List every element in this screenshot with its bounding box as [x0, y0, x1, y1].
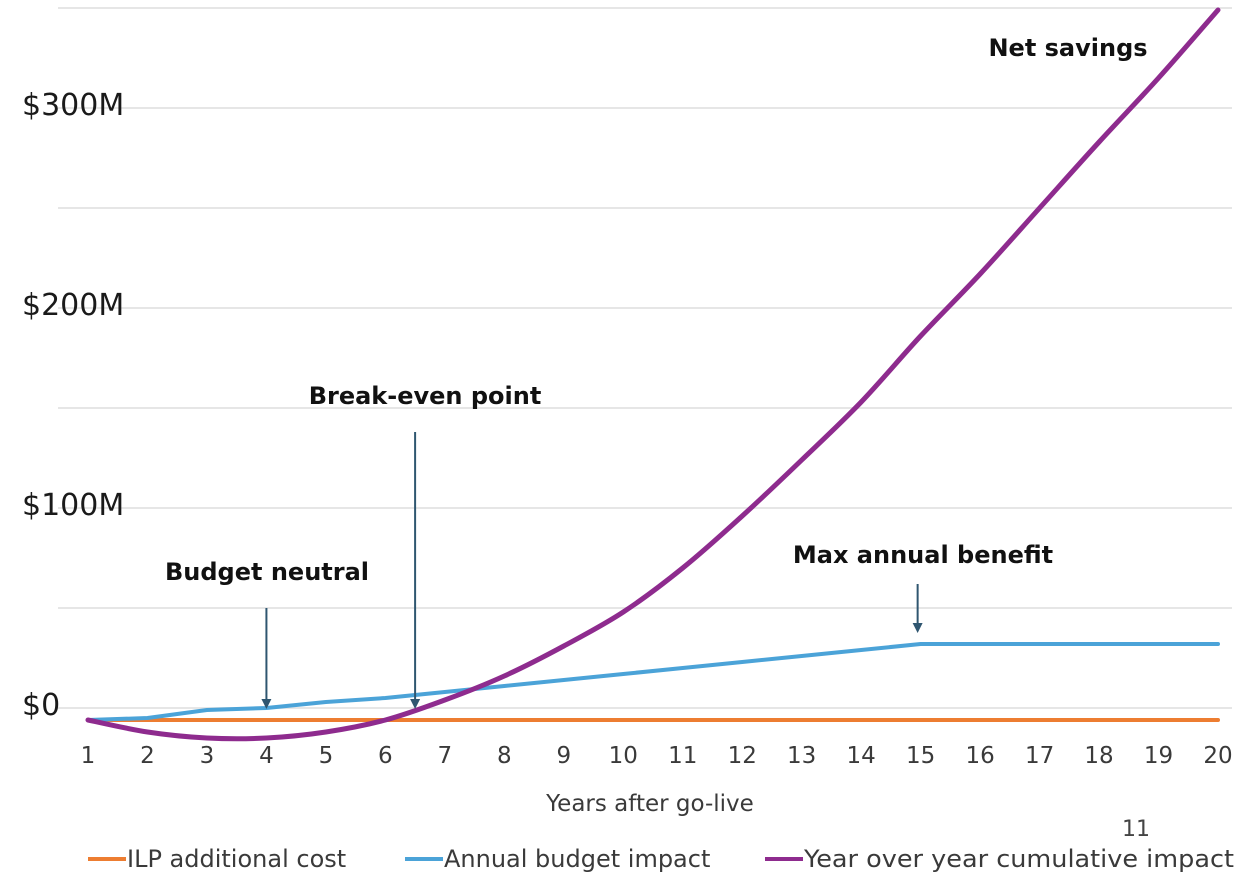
y-tick-label: $200M — [22, 288, 124, 323]
x-tick-label: 15 — [906, 743, 935, 769]
series-layer — [85, 7, 1221, 742]
y-axis-ticks: $0 $100M $200M $300M — [22, 88, 124, 723]
x-tick-label: 13 — [787, 743, 816, 769]
legend-label-cumulative: Year over year cumulative impact — [803, 845, 1234, 872]
annotation-max-annual-benefit: Max annual benefit — [793, 541, 1053, 569]
x-tick-label: 17 — [1025, 743, 1054, 769]
x-tick-label: 6 — [378, 743, 393, 769]
x-tick-label: 5 — [319, 743, 334, 769]
x-tick-label: 12 — [728, 743, 757, 769]
x-tick-label: 11 — [668, 743, 697, 769]
legend-label-annual-budget: Annual budget impact — [444, 845, 710, 872]
x-tick-label: 4 — [259, 743, 274, 769]
legend: ILP additional cost Annual budget impact… — [88, 845, 1234, 873]
annotation-break-even: Break-even point — [309, 382, 542, 410]
legend-label-ilp-cost: ILP additional cost — [127, 845, 346, 872]
x-axis-ticks: 1 2 3 4 5 6 7 8 9 10 11 12 13 14 15 16 17 18 19 20 — [81, 743, 1233, 769]
x-tick-label: 19 — [1144, 743, 1173, 769]
page-number: 11 — [1122, 817, 1150, 842]
x-tick-label: 14 — [847, 743, 876, 769]
x-tick-label: 10 — [609, 743, 638, 769]
x-tick-label: 2 — [140, 743, 155, 769]
x-tick-label: 8 — [497, 743, 512, 769]
x-tick-label: 20 — [1203, 743, 1232, 769]
x-tick-label: 3 — [200, 743, 215, 769]
grid-layer — [58, 7, 1232, 709]
series-annual-budget-impact — [86, 642, 1220, 722]
x-axis-label: Years after go-live — [545, 791, 754, 817]
annotation-net-savings: Net savings — [988, 34, 1147, 62]
series-cumulative-impact — [85, 7, 1221, 742]
x-tick-label: 9 — [556, 743, 571, 769]
annotation-arrows — [261, 432, 923, 709]
x-tick-label: 18 — [1084, 743, 1113, 769]
x-tick-label: 7 — [438, 743, 453, 769]
y-tick-label: $0 — [22, 688, 60, 723]
x-tick-label: 16 — [965, 743, 994, 769]
annotation-budget-neutral: Budget neutral — [165, 558, 369, 586]
x-tick-label: 1 — [81, 743, 96, 769]
y-tick-label: $100M — [22, 488, 124, 523]
y-tick-label: $300M — [22, 88, 124, 123]
